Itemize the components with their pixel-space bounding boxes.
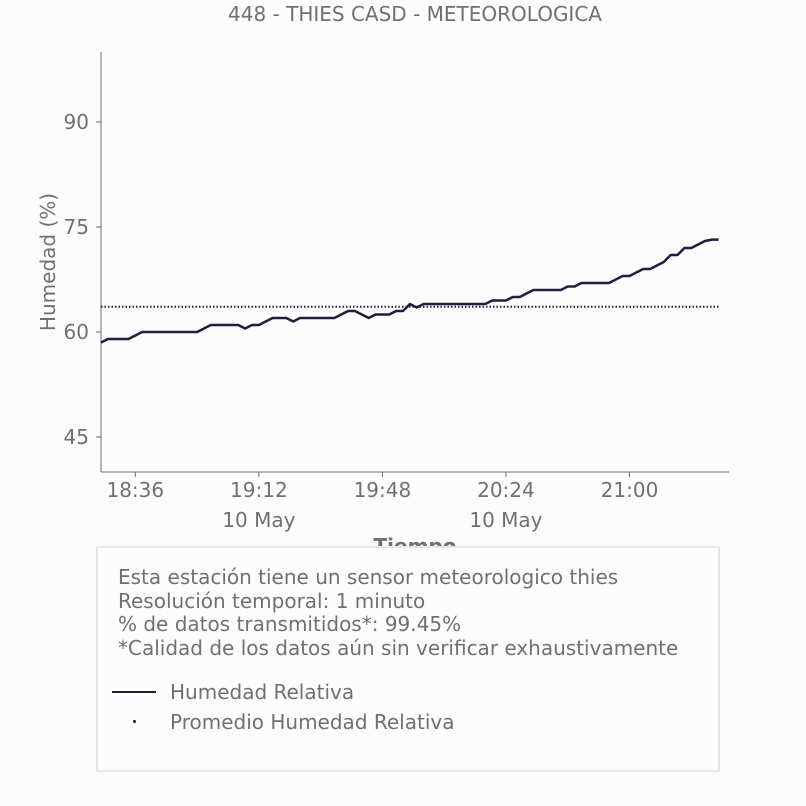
x-date-label: 10 May: [222, 508, 295, 532]
x-tick-label: 19:48: [354, 478, 412, 502]
x-tick-label: 18:36: [106, 478, 164, 502]
chart-axes: [100, 52, 729, 473]
dotted-line-swatch-icon: [112, 710, 158, 734]
y-tick-label: 75: [64, 215, 89, 239]
chart-series: [100, 238, 719, 344]
info-line-resolution: Resolución temporal: 1 minuto: [118, 588, 426, 613]
info-line-transmitted: % de datos transmitidos*: 99.45%: [118, 612, 462, 636]
x-tick-label: 19:12: [230, 478, 288, 502]
y-axis-label: Humedad (%): [36, 193, 60, 331]
chart-ticks: 45 60 75 90 18:36 19:12 10 May 19:48 20:24 10 May…: [64, 110, 659, 532]
humedad-relativa-line: [100, 238, 719, 344]
y-tick-label: 60: [64, 320, 89, 344]
legend-label: Humedad Relativa: [170, 680, 355, 704]
y-tick-label: 45: [64, 425, 89, 449]
solid-line-swatch-icon: [112, 680, 158, 704]
info-line-quality-note: *Calidad de los datos aún sin verificar …: [118, 635, 679, 660]
x-tick-label: 21:00: [601, 478, 659, 502]
legend-label: Promedio Humedad Relativa: [170, 710, 455, 734]
x-tick-label: 20:24: [477, 478, 535, 502]
station-info: Esta estación tiene un sensor meteorolog…: [118, 565, 679, 660]
y-tick-label: 90: [64, 110, 89, 134]
x-date-label: 10 May: [469, 508, 542, 532]
info-legend-box: Esta estación tiene un sensor meteorolog…: [96, 546, 720, 772]
chart-title: 448 - THIES CASD - METEOROLOGICA: [228, 2, 602, 26]
info-line-description: Esta estación tiene un sensor meteorolog…: [118, 565, 619, 589]
